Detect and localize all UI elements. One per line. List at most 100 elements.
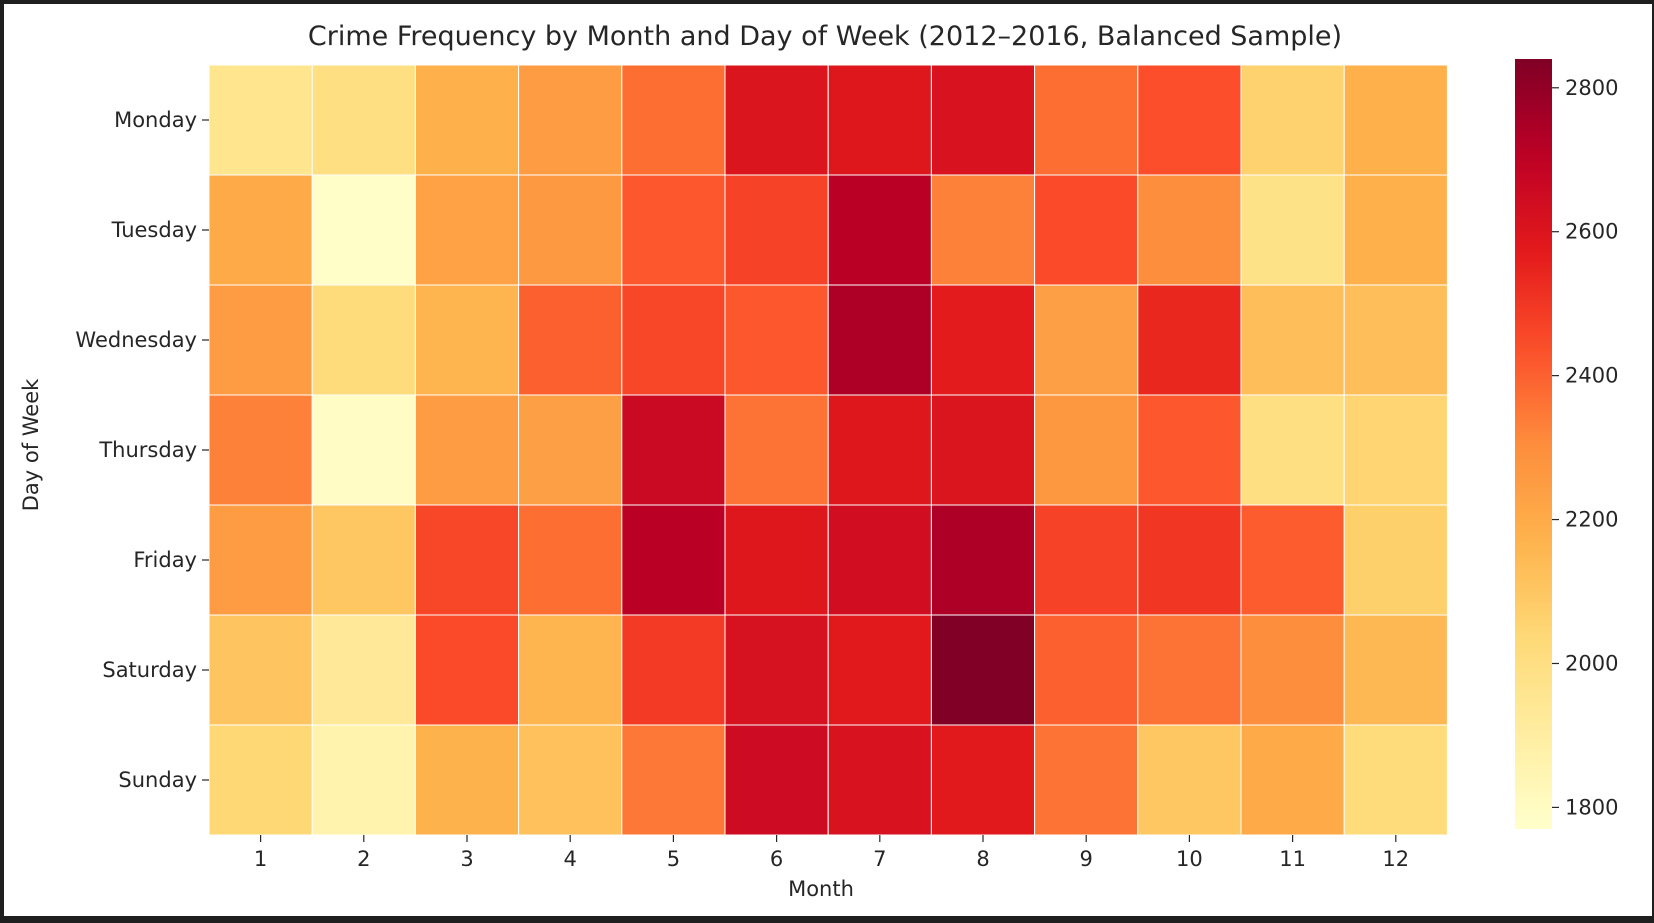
x-tick-label: 2 — [357, 847, 370, 871]
heatmap-cell — [1034, 174, 1139, 286]
heatmap-cell — [414, 284, 520, 396]
heatmap-cell — [414, 724, 520, 836]
heatmap-cell — [1343, 614, 1448, 726]
heatmap-cell — [621, 64, 726, 176]
colorbar-tick-label: 2000 — [1565, 651, 1618, 675]
heatmap-cell — [414, 614, 520, 726]
heatmap-cell — [1034, 504, 1139, 616]
heatmap-cell — [1240, 614, 1345, 726]
x-axis-label: Month — [788, 877, 854, 901]
heatmap-cell — [414, 504, 520, 616]
heatmap-cell — [208, 614, 313, 726]
heatmap-cell — [311, 284, 416, 396]
heatmap-cell — [208, 724, 313, 836]
x-tick-label: 10 — [1176, 847, 1203, 871]
heatmap-cell — [1343, 174, 1448, 286]
heatmap-cell — [208, 64, 313, 176]
heatmap-cell — [1240, 64, 1345, 176]
heatmap-cell — [1343, 284, 1448, 396]
heatmap-cell — [621, 174, 726, 286]
heatmap-cell — [1343, 64, 1448, 176]
heatmap-cell — [827, 284, 932, 396]
heatmap-cell — [930, 504, 1036, 616]
figure: Crime Frequency by Month and Day of Week… — [4, 4, 1652, 916]
heatmap-cell — [621, 614, 726, 726]
heatmap-cell — [1137, 394, 1242, 506]
heatmap-cell — [827, 504, 932, 616]
heatmap-cell — [724, 174, 829, 286]
heatmap-cell — [1240, 504, 1345, 616]
heatmap-cell — [518, 64, 623, 176]
heatmap-cell — [208, 504, 313, 616]
heatmap-cell — [930, 174, 1036, 286]
y-tick-label: Monday — [114, 108, 197, 132]
x-tick-label: 6 — [770, 847, 783, 871]
colorbar-tick-label: 2200 — [1565, 508, 1618, 532]
heatmap-cell — [1137, 64, 1242, 176]
heatmap-cell — [518, 174, 623, 286]
heatmap-cell — [518, 504, 623, 616]
heatmap-cell — [1034, 64, 1139, 176]
heatmap-cell — [311, 614, 416, 726]
heatmap-cell — [621, 394, 726, 506]
heatmap-cell — [827, 394, 932, 506]
heatmap-cell — [311, 724, 416, 836]
heatmap-cell — [518, 724, 623, 836]
heatmap-cell — [930, 64, 1036, 176]
heatmap-cell — [724, 394, 829, 506]
heatmap-cell — [1137, 284, 1242, 396]
heatmap-cell — [1240, 284, 1345, 396]
heatmap-cell — [311, 394, 416, 506]
heatmap-cell — [1240, 174, 1345, 286]
heatmap-cell — [311, 504, 416, 616]
colorbar — [1515, 59, 1552, 829]
heatmap-cell — [1034, 724, 1139, 836]
heatmap-cell — [930, 284, 1036, 396]
heatmap-cell — [621, 504, 726, 616]
x-tick-label: 4 — [564, 847, 577, 871]
x-tick-label: 9 — [1080, 847, 1093, 871]
heatmap-cell — [724, 614, 829, 726]
y-tick-label: Tuesday — [111, 218, 197, 242]
y-tick-label: Saturday — [102, 658, 197, 682]
heatmap-cell — [1343, 504, 1448, 616]
heatmap-cell — [930, 724, 1036, 836]
heatmap-cell — [930, 614, 1036, 726]
heatmap-cell — [724, 64, 829, 176]
x-tick-label: 8 — [976, 847, 989, 871]
y-tick-label: Wednesday — [75, 328, 197, 352]
heatmap-cell — [621, 284, 726, 396]
y-tick-label: Thursday — [98, 438, 197, 462]
x-tick-label: 5 — [667, 847, 680, 871]
heatmap-cell — [208, 174, 313, 286]
x-tick-label: 1 — [254, 847, 267, 871]
heatmap-cell — [827, 724, 932, 836]
heatmap-cell — [1137, 504, 1242, 616]
chart-title: Crime Frequency by Month and Day of Week… — [308, 21, 1342, 52]
heatmap-cell — [208, 394, 313, 506]
x-tick-label: 7 — [873, 847, 886, 871]
x-tick-label: 11 — [1279, 847, 1306, 871]
heatmap-cell — [311, 64, 416, 176]
colorbar-tick-label: 1800 — [1565, 795, 1618, 819]
heatmap-cell — [414, 394, 520, 506]
heatmap-cell — [414, 174, 520, 286]
heatmap-cell — [1343, 724, 1448, 836]
x-tick-label: 12 — [1382, 847, 1409, 871]
heatmap-cell — [311, 174, 416, 286]
colorbar-tick-label: 2400 — [1565, 364, 1618, 388]
heatmap-cell — [724, 504, 829, 616]
heatmap-chart: Crime Frequency by Month and Day of Week… — [19, 21, 1618, 901]
heatmap-cell — [518, 284, 623, 396]
heatmap-cell — [827, 174, 932, 286]
heatmap-cell — [1034, 284, 1139, 396]
x-tick-label: 3 — [460, 847, 473, 871]
heatmap-cell — [1034, 614, 1139, 726]
heatmap-cell — [1137, 174, 1242, 286]
y-tick-label: Sunday — [118, 768, 197, 792]
colorbar-tick-label: 2800 — [1565, 76, 1618, 100]
heatmap-cell — [724, 724, 829, 836]
heatmap-cell — [414, 64, 520, 176]
heatmap-cell — [1343, 394, 1448, 506]
y-axis-label: Day of Week — [19, 378, 43, 511]
